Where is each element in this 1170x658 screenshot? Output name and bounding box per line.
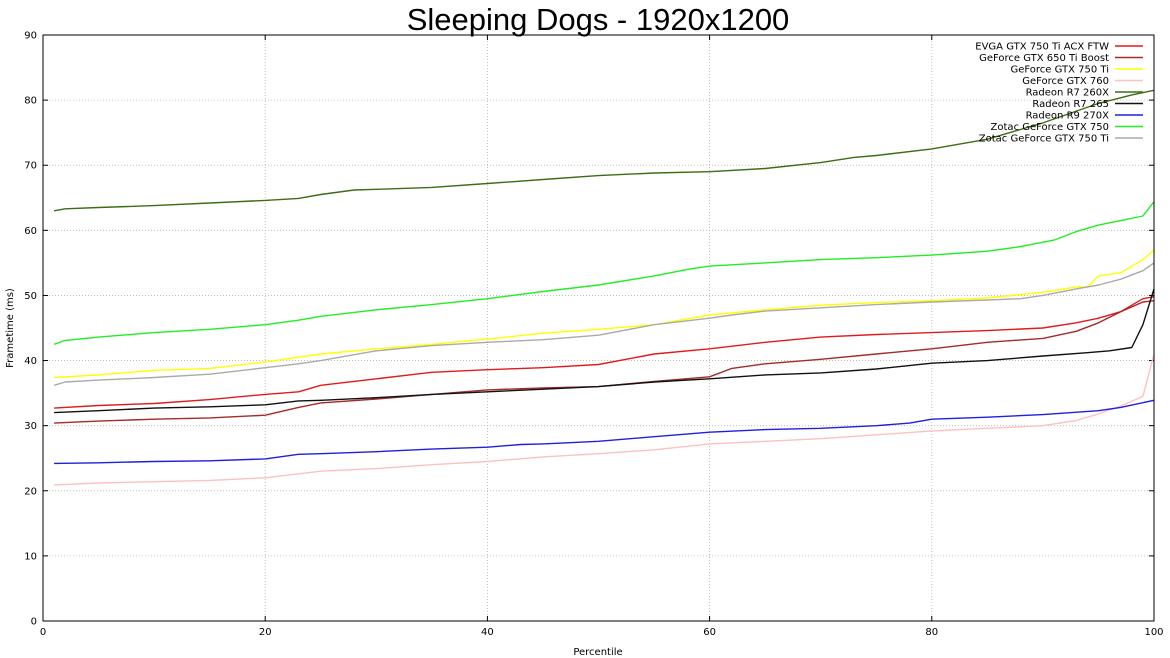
x-tick-label: 60 <box>703 627 716 638</box>
x-tick-label: 100 <box>1144 627 1163 638</box>
y-tick-label: 70 <box>24 161 37 172</box>
legend-label: GeForce GTX 760 <box>1022 76 1109 87</box>
legend-label: GeForce GTX 650 Ti Boost <box>979 53 1109 64</box>
x-axis-label: Percentile <box>573 647 622 658</box>
x-tick-label: 0 <box>40 627 46 638</box>
series-line-1 <box>54 296 1155 409</box>
legend-label: Zotac GeForce GTX 750 Ti <box>979 134 1109 145</box>
legend-label: Radeon R7 265 <box>1032 99 1109 110</box>
y-tick-label: 50 <box>24 291 37 302</box>
series-lines <box>53 89 1155 486</box>
series-line-6 <box>54 288 1155 414</box>
legend-label: Radeon R9 270X <box>1026 111 1110 122</box>
grid-lines <box>43 35 1154 621</box>
y-tick-label: 40 <box>24 356 37 367</box>
series-line-9 <box>53 262 1155 386</box>
y-axis-label: Frametime (ms) <box>5 288 16 368</box>
legend-label: EVGA GTX 750 Ti ACX FTW <box>975 42 1109 53</box>
series-line-3 <box>54 249 1155 379</box>
y-axis-ticks: 0 10 20 30 40 50 60 70 80 90 <box>24 31 1154 628</box>
x-tick-label: 40 <box>481 627 494 638</box>
series-line-7 <box>54 399 1155 465</box>
y-tick-label: 0 <box>31 617 37 628</box>
series-line-2 <box>54 300 1155 424</box>
x-tick-label: 20 <box>259 627 272 638</box>
y-tick-label: 20 <box>24 486 37 497</box>
y-tick-label: 60 <box>24 226 37 237</box>
series-line-5 <box>53 89 1155 212</box>
y-tick-label: 10 <box>24 551 37 562</box>
y-tick-label: 90 <box>24 31 37 42</box>
legend-label: Zotac GeForce GTX 750 <box>991 122 1109 133</box>
x-tick-label: 80 <box>925 627 938 638</box>
y-tick-label: 30 <box>24 421 37 432</box>
y-tick-label: 80 <box>24 96 37 107</box>
series-line-4 <box>54 353 1155 486</box>
chart-title: Sleeping Dogs - 1920x1200 <box>407 2 790 37</box>
legend-label: GeForce GTX 750 Ti <box>1010 65 1109 76</box>
plot-frame <box>42 34 1155 622</box>
series-line-8 <box>53 201 1155 345</box>
legend-label: Radeon R7 260X <box>1026 88 1110 99</box>
